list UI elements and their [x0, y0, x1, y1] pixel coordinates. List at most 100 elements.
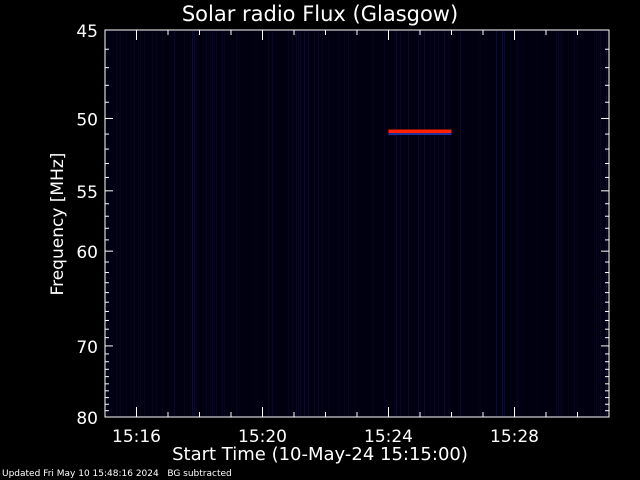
background-streak [576, 31, 577, 416]
background-streak [496, 31, 497, 416]
background-streak [152, 31, 153, 416]
background-streak [144, 31, 145, 416]
background-streak [394, 31, 395, 416]
background-streak [192, 31, 193, 416]
background-streak [578, 31, 579, 416]
background-streak [268, 31, 269, 416]
background-streak [444, 31, 445, 416]
background-streak [568, 31, 569, 416]
background-streak [596, 31, 597, 416]
background-streak [502, 31, 503, 416]
background-streak [190, 31, 191, 416]
background-streak [430, 31, 431, 416]
background-streak [556, 31, 557, 416]
background-streak [304, 31, 305, 416]
background-streak [574, 31, 575, 416]
background-streak [258, 31, 259, 416]
background-streak [314, 31, 315, 416]
background-streak [300, 31, 301, 416]
y-tick-label: 80 [76, 409, 98, 429]
background-streak [434, 31, 435, 416]
y-tick-label: 70 [76, 338, 98, 358]
background-streak [288, 31, 289, 416]
background-streak [184, 31, 185, 416]
background-streak [322, 31, 323, 416]
background-streak [140, 31, 141, 416]
bg-note: BG subtracted [167, 469, 232, 479]
y-tick-label: 55 [76, 183, 98, 203]
background-streak [384, 31, 385, 416]
footer-status: Updated Fri May 10 15:48:16 2024 BG subt… [2, 469, 232, 479]
background-streak [420, 31, 421, 416]
plot-frame [104, 29, 610, 418]
y-tick-label: 60 [76, 243, 98, 263]
background-streak [536, 31, 537, 416]
background-streak [450, 31, 451, 416]
background-streak [448, 31, 449, 416]
background-streak [518, 31, 519, 416]
background-streak [600, 31, 601, 416]
background-streak [156, 31, 157, 416]
background-streak [224, 31, 225, 416]
background-streak [216, 31, 217, 416]
background-streak [560, 31, 561, 416]
background-streak [480, 31, 481, 416]
background-streak [598, 31, 599, 416]
background-streak [120, 31, 121, 416]
y-tick-label: 45 [76, 22, 98, 42]
background-streak [348, 31, 349, 416]
background-streak [330, 31, 331, 416]
background-streak [208, 31, 209, 416]
background-streak [338, 31, 339, 416]
background-streak [116, 31, 117, 416]
background-streak [460, 31, 461, 416]
background-streak [272, 31, 273, 416]
background-streak [490, 31, 491, 416]
spectrogram-image [105, 30, 609, 417]
background-streak [194, 31, 195, 416]
background-streak [108, 31, 109, 416]
background-streak [424, 31, 425, 416]
spectrogram-background [105, 30, 609, 417]
signal-band [388, 129, 452, 133]
background-streak [296, 31, 297, 416]
background-streak [328, 31, 329, 416]
background-streak [504, 31, 505, 416]
background-streak [206, 31, 207, 416]
y-tick-label: 50 [76, 110, 98, 130]
x-tick-label: 15:16 [112, 427, 161, 447]
x-tick-label: 15:28 [490, 427, 539, 447]
background-streak [222, 31, 223, 416]
background-streak [586, 31, 587, 416]
background-streak [236, 31, 237, 416]
background-streak [558, 31, 559, 416]
background-streak [138, 31, 139, 416]
background-streak [162, 31, 163, 416]
background-streak [174, 31, 175, 416]
background-streak [418, 31, 419, 416]
background-streak [298, 31, 299, 416]
background-streak [212, 31, 213, 416]
x-tick-label: 15:24 [364, 427, 413, 447]
background-streak [280, 31, 281, 416]
background-streak [516, 31, 517, 416]
background-streak [374, 31, 375, 416]
background-streak [164, 31, 165, 416]
background-streak [292, 31, 293, 416]
background-streak [400, 31, 401, 416]
background-streak [396, 31, 397, 416]
updated-text: Updated Fri May 10 15:48:16 2024 [2, 469, 159, 479]
background-streak [606, 31, 607, 416]
background-streak [510, 31, 511, 416]
background-streak [134, 31, 135, 416]
background-streak [318, 31, 319, 416]
background-streak [254, 31, 255, 416]
chart-title: Solar radio Flux (Glasgow) [181, 2, 459, 26]
background-streak [308, 31, 309, 416]
background-streak [372, 31, 373, 416]
background-streak [126, 31, 127, 416]
x-axis-label: Start Time (10-May-24 15:15:00) [172, 444, 468, 465]
y-axis-label: Frequency [MHz] [48, 152, 68, 296]
x-tick-label: 15:20 [238, 427, 287, 447]
